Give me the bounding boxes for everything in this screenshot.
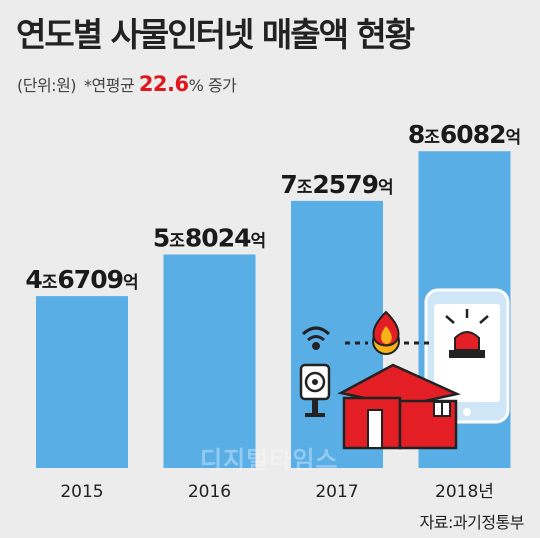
growth-prefix: *연평균 (84, 76, 135, 95)
iot-illustration (299, 288, 510, 450)
growth-percent: % (188, 76, 204, 95)
bar-2015 (36, 296, 128, 468)
wifi-icon (301, 326, 331, 350)
value-label-2016: 5조8024억 (153, 223, 266, 252)
bar-2016 (163, 254, 256, 468)
watermark: 디지털타임스 (200, 446, 339, 474)
value-label-2017: 7조2579억 (280, 170, 393, 199)
unit-note: (단위:원) (17, 76, 77, 95)
x-tick-2015: 2015 (60, 482, 103, 502)
growth-suffix: 증가 (207, 76, 237, 95)
security-camera-icon (299, 363, 331, 417)
value-labels-group: 4조6709억 5조8024억 7조2579억 8조6082억 (25, 120, 521, 294)
chart-title: 연도별 사물인터넷 매출액 현황 (16, 15, 415, 54)
siren-icon (445, 309, 489, 358)
x-tick-2016: 2016 (188, 482, 231, 502)
x-tick-labels-group: 2015 2016 2017 2018년 (60, 482, 494, 502)
fire-icon (372, 310, 400, 355)
value-label-2018년: 8조6082억 (408, 120, 521, 149)
chart-subtitle: (단위:원) *연평균 22.6% 증가 (17, 72, 237, 96)
x-tick-2018년: 2018년 (435, 482, 494, 502)
x-tick-2017: 2017 (315, 482, 358, 502)
source-note: 자료:과기정통부 (419, 513, 525, 532)
value-label-2015: 4조6709억 (25, 265, 138, 294)
house-icon (337, 363, 461, 450)
growth-value: 22.6 (138, 72, 189, 96)
